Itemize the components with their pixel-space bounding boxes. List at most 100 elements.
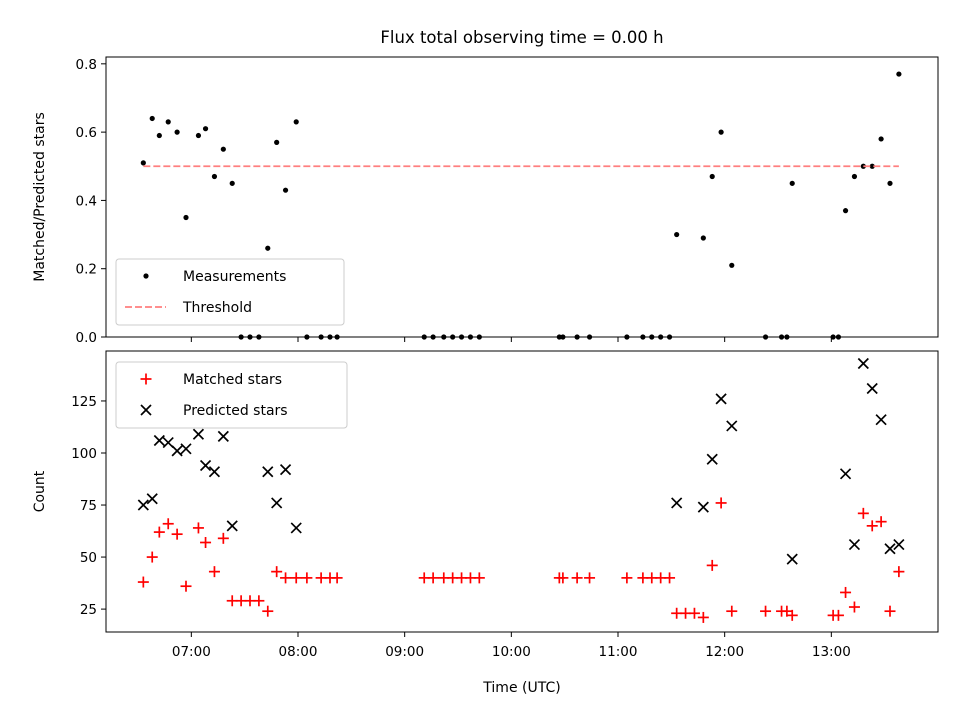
y-tick-label: 100 — [71, 446, 97, 462]
predicted-star-point-b — [208, 466, 221, 478]
measurement-point — [674, 231, 680, 238]
measurement-point — [700, 235, 706, 241]
y-tick-label: 0.4 — [76, 193, 97, 209]
legend-box — [115, 258, 345, 326]
predicted-star-point — [866, 382, 878, 395]
x-tick-label: 11:00 — [599, 644, 638, 660]
matched-star-point — [893, 566, 905, 578]
predicted-star-point-b — [786, 553, 798, 565]
matched-star-point — [840, 586, 852, 598]
measurement-point — [709, 173, 715, 180]
matched-star-point — [271, 566, 283, 578]
matched-star-point — [875, 516, 887, 528]
predicted-star-point — [192, 428, 205, 440]
predicted-star-point-b — [146, 493, 158, 505]
predicted-star-point — [726, 420, 738, 432]
matched-star-point — [726, 605, 738, 617]
predicted-star-point — [262, 466, 274, 478]
measurement-point — [140, 160, 146, 166]
y-tick-label: 125 — [71, 394, 97, 410]
matched-star-point — [146, 551, 158, 563]
predicted-star-point — [884, 543, 896, 555]
matched-star-point — [253, 595, 265, 607]
measurement-point — [265, 245, 271, 251]
plot-frame — [105, 56, 939, 338]
x-axis-label: Time (UTC) — [482, 680, 560, 696]
matched-star-point — [706, 559, 718, 571]
measurement-point — [274, 139, 280, 145]
predicted-star-point-b — [848, 538, 861, 551]
predicted-star-point — [706, 453, 718, 465]
predicted-star-point-b — [162, 436, 174, 449]
y-axis-label: Matched/Predicted stars — [32, 112, 48, 282]
y-tick-label: 50 — [80, 550, 97, 566]
predicted-star-point — [208, 466, 221, 478]
measurement-point — [229, 180, 235, 186]
predicted-star-point-b — [271, 497, 283, 509]
y-tick-label: 0.8 — [76, 57, 97, 73]
predicted-star-point-b — [726, 420, 738, 432]
predicted-star-point — [271, 497, 283, 509]
measurement-point — [202, 126, 209, 132]
legend-swatch — [140, 373, 152, 385]
predicted-star-point — [153, 434, 165, 447]
legend-label: Measurements — [183, 269, 286, 285]
predicted-star-point-b — [866, 382, 878, 395]
y-tick-label: 25 — [80, 602, 97, 618]
predicted-star-point-b — [192, 428, 205, 440]
matched-star-point — [162, 518, 174, 530]
x-tick-label: 09:00 — [385, 644, 424, 660]
predicted-star-point — [715, 393, 727, 405]
legend: Matched stars Predicted stars — [115, 361, 348, 429]
matched-star-point — [262, 605, 274, 617]
measurement-point — [729, 262, 735, 268]
predicted-star-point — [217, 430, 229, 442]
matched-star-point — [217, 532, 229, 544]
measurement-point — [183, 214, 189, 221]
predicted-star-point — [137, 499, 149, 511]
predicted-star-point — [226, 520, 238, 532]
predicted-star-point — [290, 522, 302, 534]
y-axis-label: Count — [32, 470, 48, 512]
measurement-point — [195, 132, 202, 139]
measurement-point — [165, 119, 171, 125]
predicted-star-point-b — [137, 499, 149, 511]
series-predicted-stars — [137, 357, 905, 565]
legend-box — [115, 361, 348, 429]
matched-star-point — [571, 572, 583, 584]
predicted-star-point — [839, 468, 852, 480]
x-tick-label: 10:00 — [492, 644, 531, 660]
matched-star-point — [153, 526, 165, 538]
flux-ratio-panel: 0.0 0.2 0.4 0.6 0.8 Matched/Predicted stars Me… — [32, 56, 939, 346]
predicted-star-point-b — [706, 453, 718, 465]
measurement-point — [878, 136, 884, 142]
matched-star-point — [786, 609, 798, 621]
y-tick-label: 75 — [80, 498, 97, 514]
measurement-point — [896, 71, 902, 77]
predicted-star-point — [199, 459, 212, 472]
matched-star-point — [290, 572, 302, 584]
measurement-point — [789, 180, 795, 186]
predicted-star-point-b — [180, 443, 192, 455]
measurement-point — [149, 115, 155, 122]
matched-star-point — [473, 572, 485, 584]
matched-star-point — [137, 576, 149, 588]
measurement-point — [174, 129, 180, 135]
predicted-star-point-b — [279, 464, 292, 476]
legend: Measurements Threshold — [115, 258, 345, 326]
measurement-point — [220, 146, 226, 152]
predicted-star-point-b — [171, 445, 183, 457]
predicted-star-point-b — [217, 430, 229, 442]
predicted-star-point-b — [153, 434, 165, 447]
predicted-star-point-b — [875, 414, 887, 426]
matched-star-point — [664, 572, 676, 584]
predicted-star-point — [875, 414, 887, 426]
matched-star-point — [688, 607, 700, 619]
predicted-star-point-b — [857, 357, 869, 370]
predicted-star-point-b — [697, 501, 709, 513]
series-matched-stars — [137, 497, 905, 623]
matched-star-point — [171, 528, 183, 540]
predicted-star-point — [171, 445, 183, 457]
measurement-point — [282, 187, 289, 193]
legend-label: Threshold — [182, 300, 252, 316]
